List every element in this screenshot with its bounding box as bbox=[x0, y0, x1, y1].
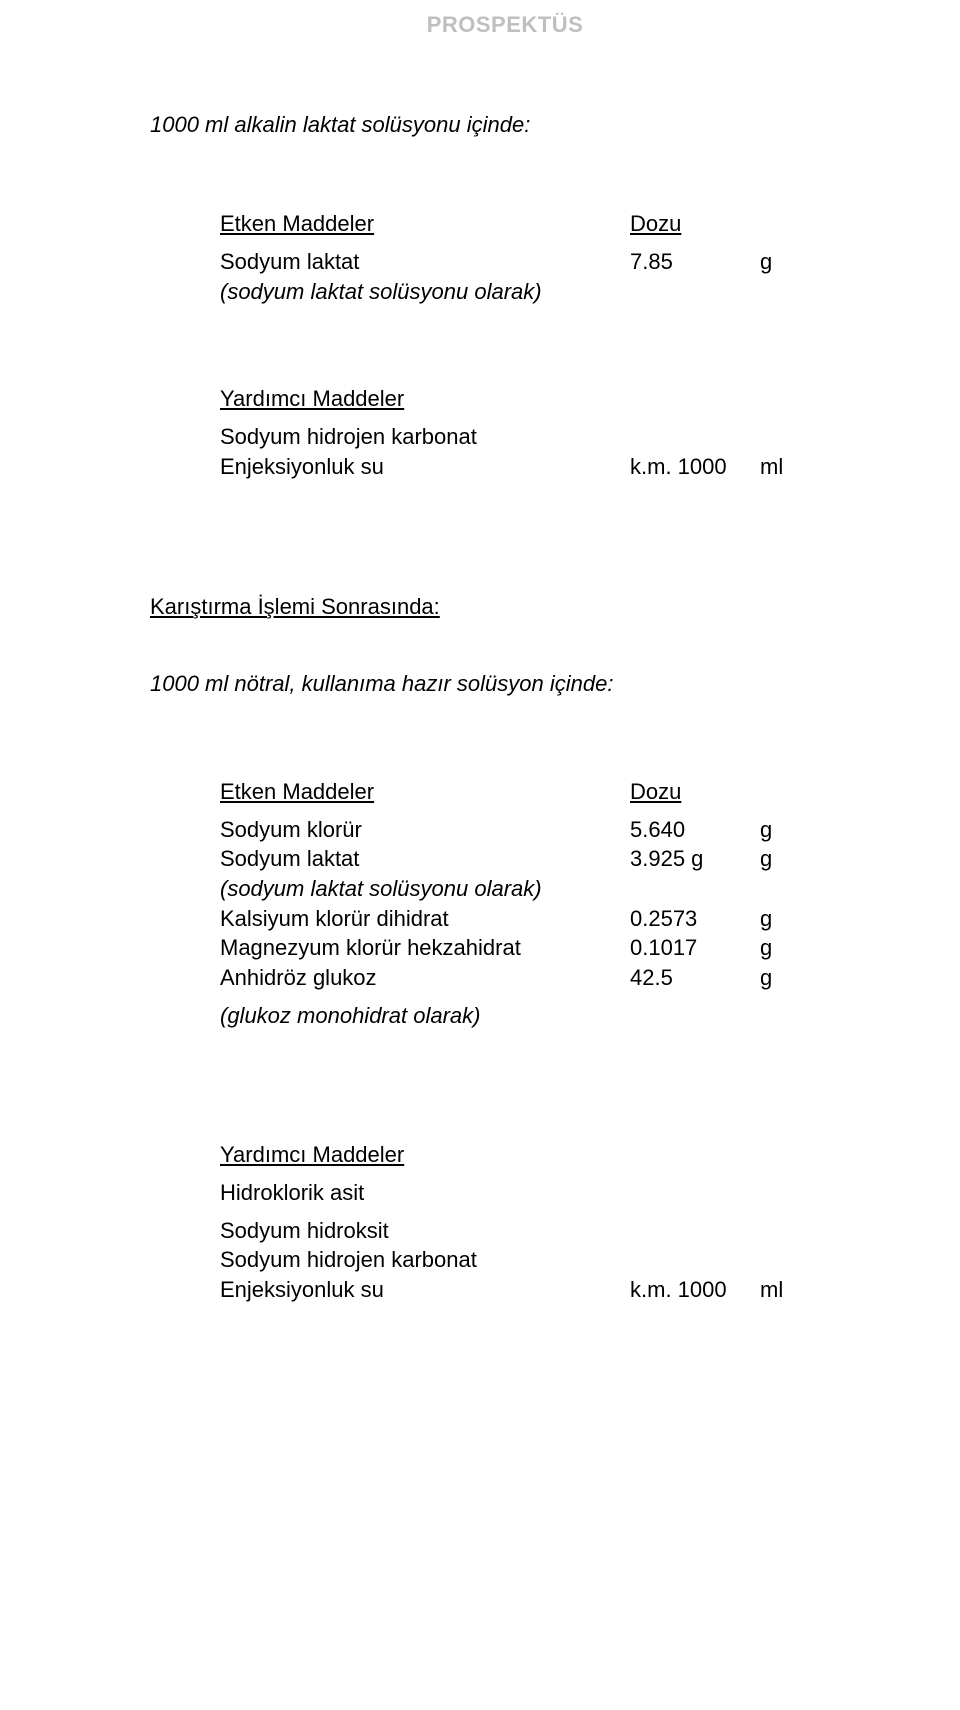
ingredient-label: Sodyum laktat bbox=[220, 844, 630, 874]
aux-label: Enjeksiyonluk su bbox=[220, 452, 630, 482]
aux-label: Sodyum hidrojen karbonat bbox=[220, 422, 630, 452]
table-row: (sodyum laktat solüsyonu olarak) bbox=[220, 874, 860, 904]
aux-label: Hidroklorik asit bbox=[220, 1178, 630, 1208]
ingredient-note: (glukoz monohidrat olarak) bbox=[220, 1001, 860, 1031]
aux-value: k.m. 1000 bbox=[630, 1275, 760, 1305]
dose-header: Dozu bbox=[630, 777, 760, 807]
ingredient-value: 3.925 g bbox=[630, 844, 760, 874]
active-header: Etken Maddeler bbox=[220, 777, 630, 807]
table-row: Enjeksiyonluk su k.m. 1000 ml bbox=[220, 1275, 860, 1305]
table-row: Hidroklorik asit bbox=[220, 1178, 860, 1208]
section2-title: Karıştırma İşlemi Sonrasında: bbox=[150, 592, 860, 622]
ingredient-label: Anhidröz glukoz bbox=[220, 963, 630, 993]
ingredient-unit: g bbox=[760, 963, 800, 993]
table-row: Sodyum klorür 5.640 g bbox=[220, 815, 860, 845]
table-row: Kalsiyum klorür dihidrat 0.2573 g bbox=[220, 904, 860, 934]
ingredient-value: 0.1017 bbox=[630, 933, 760, 963]
ingredient-unit: g bbox=[760, 815, 800, 845]
aux-label: Sodyum hidrojen karbonat bbox=[220, 1245, 630, 1275]
ingredient-note: (sodyum laktat solüsyonu olarak) bbox=[220, 874, 630, 904]
active-header: Etken Maddeler bbox=[220, 209, 630, 239]
ingredient-value: 5.640 bbox=[630, 815, 760, 845]
dose-header: Dozu bbox=[630, 209, 760, 239]
aux-unit: ml bbox=[760, 452, 800, 482]
ingredient-value: 0.2573 bbox=[630, 904, 760, 934]
ingredient-note: (sodyum laktat solüsyonu olarak) bbox=[220, 277, 860, 307]
table-header-row: Etken Maddeler Dozu bbox=[220, 209, 860, 239]
aux-value: k.m. 1000 bbox=[630, 452, 760, 482]
page-header: PROSPEKTÜS bbox=[150, 10, 860, 40]
ingredient-unit: g bbox=[760, 933, 800, 963]
ingredient-label: Magnezyum klorür hekzahidrat bbox=[220, 933, 630, 963]
table-row: Enjeksiyonluk su k.m. 1000 ml bbox=[220, 452, 860, 482]
ingredient-value: 42.5 bbox=[630, 963, 760, 993]
ingredient-label: Sodyum klorür bbox=[220, 815, 630, 845]
ingredient-unit: g bbox=[760, 247, 800, 277]
section1-title: 1000 ml alkalin laktat solüsyonu içinde: bbox=[150, 110, 860, 140]
ingredient-value: 7.85 bbox=[630, 247, 760, 277]
aux-label: Sodyum hidroksit bbox=[220, 1216, 630, 1246]
ingredient-unit: g bbox=[760, 904, 800, 934]
aux-label: Enjeksiyonluk su bbox=[220, 1275, 630, 1305]
table-row: Magnezyum klorür hekzahidrat 0.1017 g bbox=[220, 933, 860, 963]
section1-aux-block: Yardımcı Maddeler Sodyum hidrojen karbon… bbox=[150, 384, 860, 481]
table-row: Sodyum laktat 7.85 g bbox=[220, 247, 860, 277]
table-row: Anhidröz glukoz 42.5 g bbox=[220, 963, 860, 993]
aux-unit: ml bbox=[760, 1275, 800, 1305]
table-header-row: Etken Maddeler Dozu bbox=[220, 777, 860, 807]
ingredient-label: Kalsiyum klorür dihidrat bbox=[220, 904, 630, 934]
document-page: PROSPEKTÜS 1000 ml alkalin laktat solüsy… bbox=[0, 0, 960, 1710]
table-row: Sodyum hidrojen karbonat bbox=[220, 422, 860, 452]
ingredient-unit: g bbox=[760, 844, 800, 874]
table-row: Sodyum hidrojen karbonat bbox=[220, 1245, 860, 1275]
section2-aux-block: Yardımcı Maddeler Hidroklorik asit Sodyu… bbox=[150, 1140, 860, 1304]
aux-header: Yardımcı Maddeler bbox=[220, 1140, 860, 1170]
table-row: Sodyum hidroksit bbox=[220, 1216, 860, 1246]
section1-active-block: Etken Maddeler Dozu Sodyum laktat 7.85 g… bbox=[150, 209, 860, 306]
aux-header: Yardımcı Maddeler bbox=[220, 384, 860, 414]
section2-subtitle: 1000 ml nötral, kullanıma hazır solüsyon… bbox=[150, 669, 860, 699]
table-row: Sodyum laktat 3.925 g g bbox=[220, 844, 860, 874]
ingredient-label: Sodyum laktat bbox=[220, 247, 630, 277]
section2-active-block: Etken Maddeler Dozu Sodyum klorür 5.640 … bbox=[150, 777, 860, 1031]
